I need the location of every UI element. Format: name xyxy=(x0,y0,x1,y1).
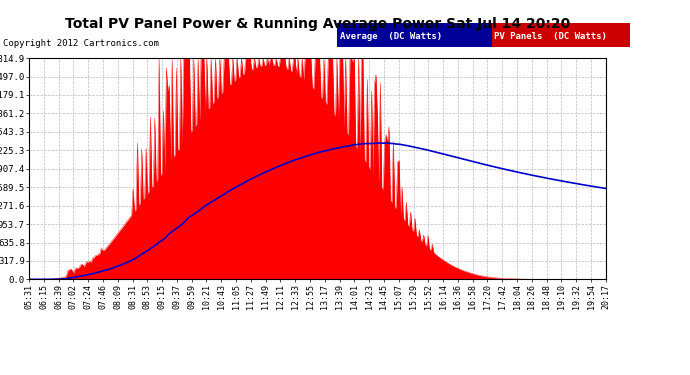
Text: Copyright 2012 Cartronics.com: Copyright 2012 Cartronics.com xyxy=(3,39,159,48)
Text: Average  (DC Watts): Average (DC Watts) xyxy=(340,32,442,41)
Text: Total PV Panel Power & Running Average Power Sat Jul 14 20:20: Total PV Panel Power & Running Average P… xyxy=(65,17,570,31)
Text: PV Panels  (DC Watts): PV Panels (DC Watts) xyxy=(494,32,607,41)
